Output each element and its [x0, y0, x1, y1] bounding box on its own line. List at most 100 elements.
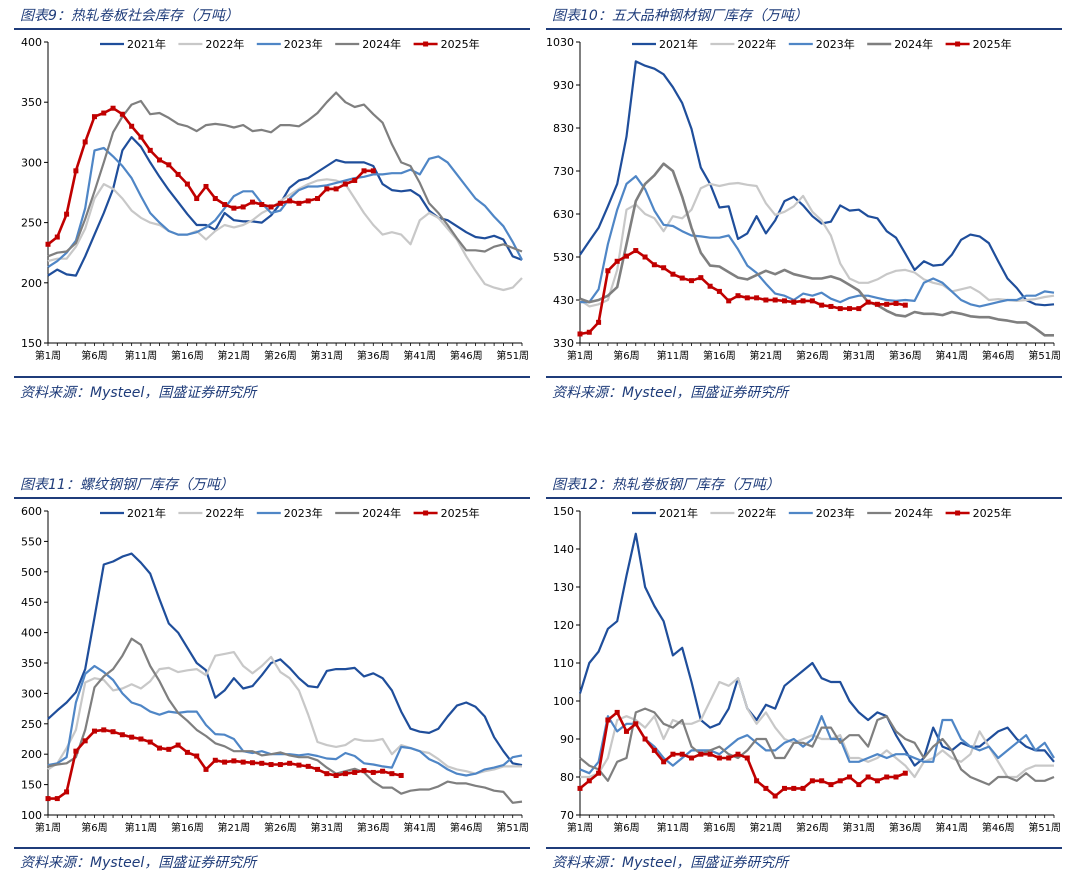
data-point-2025年 — [893, 774, 899, 780]
chart-source-3: 资料来源：Mysteel，国盛证券研究所 — [20, 855, 257, 871]
data-point-2025年 — [651, 262, 657, 268]
y-tick-label: 730 — [553, 165, 574, 178]
x-tick-label: 第6周 — [613, 349, 639, 362]
chart-panel-3: 图表11：螺纹钢钢厂库存（万吨） 100 150 200 250 300 350 400 45… — [14, 470, 536, 874]
series-line-2021年 — [578, 532, 1055, 767]
legend-label-2023年: 2023年 — [284, 506, 323, 520]
data-point-2025年 — [82, 738, 88, 744]
legend-label-2023年: 2023年 — [816, 37, 855, 51]
x-tick-label: 第36周 — [357, 349, 390, 362]
data-point-2025年 — [800, 785, 806, 791]
legend-marker-2025年 — [955, 41, 961, 47]
y-tick-label: 600 — [21, 505, 42, 518]
title-rule-4 — [546, 497, 1062, 499]
data-point-2025年 — [324, 771, 330, 777]
data-point-2025年 — [305, 198, 311, 204]
data-point-2025年 — [73, 168, 79, 174]
data-point-2025年 — [735, 293, 741, 299]
title-rule-3 — [14, 497, 530, 499]
x-tick-label: 第1周 — [567, 349, 593, 362]
legend-label-2021年: 2021年 — [127, 37, 166, 51]
series-line-2022年 — [47, 178, 523, 292]
data-point-2025年 — [661, 759, 667, 765]
data-point-2025年 — [642, 736, 648, 742]
x-tick-label: 第41周 — [935, 821, 968, 834]
data-point-2025年 — [398, 772, 404, 778]
x-tick-label: 第46周 — [982, 349, 1015, 362]
chart-panel-1: 图表9：热轧卷板社会库存（万吨） 150 200 250 300 350 400 第1周 第6… — [14, 0, 536, 437]
data-point-2025年 — [707, 751, 713, 757]
data-point-2025年 — [249, 760, 255, 766]
data-point-2025年 — [166, 746, 172, 752]
data-point-2025年 — [791, 785, 797, 791]
chart-title-3: 图表11：螺纹钢钢厂库存（万吨） — [20, 477, 234, 493]
legend-label-2024年: 2024年 — [362, 37, 401, 51]
data-point-2025年 — [64, 789, 70, 795]
data-point-2025年 — [716, 288, 722, 294]
data-point-2025年 — [754, 778, 760, 784]
chart-svg-4: 70 80 90 100 110 120 130 140 150 第1周 第6周 第11周 第16周 第2… — [553, 505, 1061, 834]
data-point-2025年 — [184, 181, 190, 187]
data-point-2025年 — [315, 766, 321, 772]
y-tick-label: 930 — [553, 79, 574, 92]
data-point-2025年 — [800, 298, 806, 304]
data-point-2025年 — [865, 299, 871, 305]
x-tick-label: 第16周 — [171, 349, 204, 362]
legend-label-2023年: 2023年 — [284, 37, 323, 51]
data-point-2025年 — [781, 785, 787, 791]
data-point-2025年 — [791, 299, 797, 305]
y-tick-label: 300 — [21, 156, 42, 169]
data-point-2025年 — [370, 769, 376, 775]
legend-label-2023年: 2023年 — [816, 506, 855, 520]
data-point-2025年 — [342, 771, 348, 777]
data-point-2025年 — [54, 234, 60, 240]
x-tick-label: 第26周 — [264, 349, 297, 362]
chart-title-4: 图表12：热轧卷板钢厂库存（万吨） — [552, 477, 780, 493]
data-point-2025年 — [623, 253, 629, 259]
y-tick-label: 90 — [560, 733, 574, 746]
data-point-2025年 — [856, 782, 862, 788]
legend-label-2024年: 2024年 — [894, 506, 933, 520]
data-point-2025年 — [352, 769, 358, 775]
data-point-2025年 — [763, 785, 769, 791]
x-tick-label: 第31周 — [310, 349, 343, 362]
data-point-2025年 — [884, 301, 890, 307]
series-line-2022年 — [47, 651, 522, 775]
data-point-2025年 — [110, 105, 116, 111]
data-point-2025年 — [679, 275, 685, 281]
data-point-2025年 — [772, 297, 778, 303]
data-point-2025年 — [287, 760, 293, 766]
data-point-2025年 — [91, 114, 97, 120]
series-line-2024年 — [47, 91, 523, 258]
chart-panel-2: 图表10：五大品种钢材钢厂库存（万吨） 330 430 530 630 730 830 93… — [546, 0, 1065, 437]
x-tick-label: 第1周 — [35, 821, 61, 834]
data-point-2025年 — [837, 778, 843, 784]
legend-label-2025年: 2025年 — [441, 37, 480, 51]
y-tick-label: 550 — [21, 535, 42, 548]
legend-label-2022年: 2022年 — [737, 506, 776, 520]
y-tick-label: 110 — [553, 657, 574, 670]
data-point-2025年 — [586, 778, 592, 784]
x-tick-label: 第51周 — [496, 349, 529, 362]
y-tick-label: 500 — [21, 566, 42, 579]
data-point-2025年 — [698, 275, 704, 281]
data-point-2025年 — [679, 751, 685, 757]
data-point-2025年 — [809, 778, 815, 784]
y-tick-label: 70 — [560, 809, 574, 822]
data-point-2025年 — [147, 147, 153, 153]
legend-label-2021年: 2021年 — [659, 506, 698, 520]
data-point-2025年 — [175, 171, 181, 177]
data-point-2025年 — [856, 306, 862, 312]
data-point-2025年 — [735, 751, 741, 757]
data-point-2025年 — [772, 793, 778, 799]
data-point-2025年 — [333, 772, 339, 778]
legend-marker-2025年 — [955, 510, 961, 516]
x-tick-label: 第21周 — [750, 821, 783, 834]
data-point-2025年 — [277, 200, 283, 206]
y-tick-label: 350 — [21, 657, 42, 670]
data-point-2025年 — [138, 134, 144, 140]
y-tick-label: 630 — [553, 208, 574, 221]
data-point-2025年 — [305, 763, 311, 769]
y-tick-label: 130 — [553, 581, 574, 594]
legend-label-2022年: 2022年 — [205, 37, 244, 51]
